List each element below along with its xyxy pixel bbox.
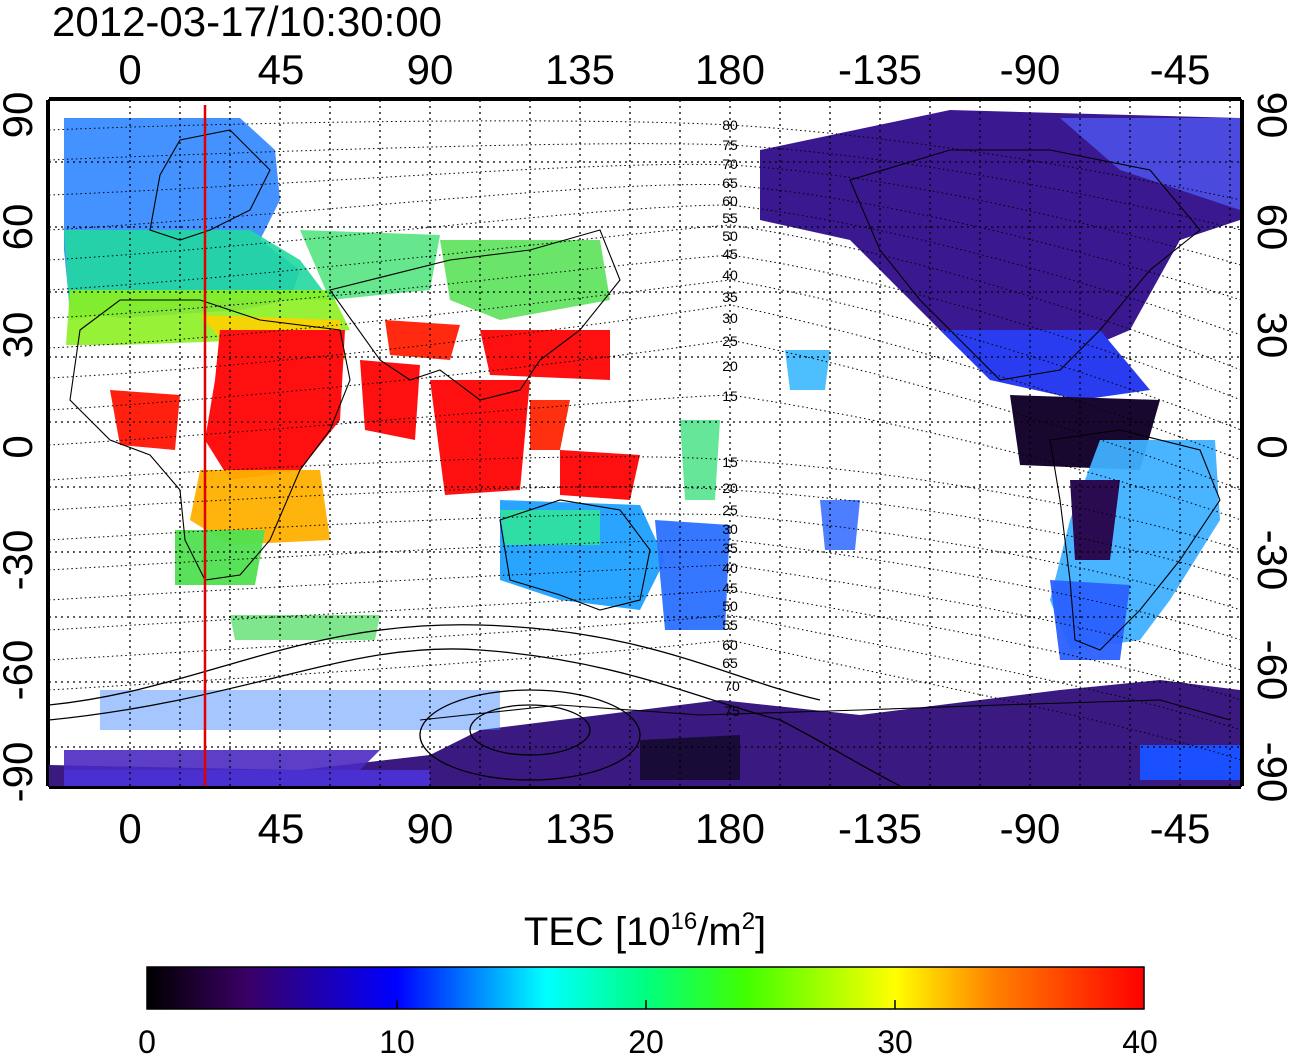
mlat-label: 60 <box>722 637 738 653</box>
top-axis-label: 0 <box>118 46 141 93</box>
frame-ticks <box>46 97 1244 789</box>
mlat-label: 70 <box>722 156 738 172</box>
bottom-axis-label: 135 <box>545 805 615 852</box>
bottom-axis-label: 90 <box>407 805 454 852</box>
mlat-label: 35 <box>722 540 738 556</box>
mlat-label: 30 <box>722 310 738 326</box>
colorbar-title-suffix: ] <box>755 910 766 954</box>
colorbar-title-unit: /m <box>697 910 741 954</box>
top-axis-label: 90 <box>407 46 454 93</box>
right-axis-label: -60 <box>1249 640 1292 701</box>
colorbar-tick: 40 <box>1122 1024 1158 1057</box>
colorbar-tick: 0 <box>138 1024 156 1057</box>
left-latitude-axis: 90 60 30 0 -30 -60 -90 <box>0 92 41 803</box>
mlat-label: 55 <box>722 617 738 633</box>
mlat-label: 45 <box>722 246 738 262</box>
left-axis-label: 0 <box>0 435 41 458</box>
bottom-axis-label: 0 <box>118 805 141 852</box>
right-axis-label: -90 <box>1249 742 1292 803</box>
bottom-axis-label: 180 <box>695 805 765 852</box>
mlat-label: 25 <box>722 502 738 518</box>
mlat-label: 75 <box>724 703 740 719</box>
right-axis-label: -30 <box>1249 530 1292 591</box>
colorbar-title-exponent: 16 <box>671 908 698 935</box>
mlat-label: 30 <box>722 521 738 537</box>
right-axis-label: 0 <box>1249 435 1292 458</box>
mlat-label: 20 <box>722 480 738 496</box>
right-axis-label: 60 <box>1249 204 1292 251</box>
map-plot-area: 80 75 70 65 60 55 50 45 40 35 30 25 20 1… <box>46 97 1244 789</box>
magnetic-latitude-contours <box>49 120 1241 761</box>
top-axis-label: -45 <box>1150 46 1211 93</box>
mlat-label: 15 <box>722 454 738 470</box>
right-axis-label: 30 <box>1249 312 1292 359</box>
mlat-label: 65 <box>722 175 738 191</box>
mlat-label: 15 <box>722 388 738 404</box>
magnetic-pole-contours <box>49 624 901 786</box>
mlat-label: 75 <box>722 137 738 153</box>
bottom-axis-label: 45 <box>258 805 305 852</box>
colorbar-tick: 30 <box>877 1024 913 1057</box>
left-axis-label: -60 <box>0 640 41 701</box>
mlat-label: 45 <box>722 580 738 596</box>
colorbar-title-prefix: TEC [10 <box>524 910 671 954</box>
mlat-label: 70 <box>724 678 740 694</box>
top-axis-label: 135 <box>545 46 615 93</box>
magnetic-latitude-labels: 80 75 70 65 60 55 50 45 40 35 30 25 20 1… <box>722 117 740 719</box>
graticule <box>49 100 1241 786</box>
mlat-label: 60 <box>722 193 738 209</box>
top-axis-label: 45 <box>258 46 305 93</box>
top-longitude-axis: 0 45 90 135 180 -135 -90 -45 <box>118 46 1210 93</box>
left-axis-label: -90 <box>0 742 41 803</box>
colorbar-title-exponent2: 2 <box>742 908 755 935</box>
mlat-label: 40 <box>722 560 738 576</box>
top-axis-label: -135 <box>838 46 922 93</box>
top-axis-label: -90 <box>1000 46 1061 93</box>
coastlines <box>69 129 1231 721</box>
right-latitude-axis: 90 60 30 0 -30 -60 -90 <box>1249 92 1292 803</box>
colorbar-tick: 10 <box>379 1024 415 1057</box>
tec-data-patches <box>49 110 1240 786</box>
bottom-axis-label: -135 <box>838 805 922 852</box>
top-axis-label: 180 <box>695 46 765 93</box>
mlat-label: 80 <box>722 117 738 133</box>
mlat-label: 25 <box>722 333 738 349</box>
bottom-longitude-axis: 0 45 90 135 180 -135 -90 -45 <box>118 805 1210 852</box>
mlat-label: 40 <box>722 267 738 283</box>
timestamp-title: 2012-03-17/10:30:00 <box>52 0 442 45</box>
colorbar-title: TEC [1016/m2] <box>524 908 766 954</box>
left-axis-label: 30 <box>0 312 41 359</box>
colorbar-tick: 20 <box>628 1024 664 1057</box>
colorbar-tick-labels: 0 10 20 30 40 <box>138 1024 1158 1057</box>
right-axis-label: 90 <box>1249 92 1292 139</box>
mlat-label: 50 <box>722 228 738 244</box>
mlat-label: 20 <box>722 358 738 374</box>
bottom-axis-label: -45 <box>1150 805 1211 852</box>
mlat-label: 50 <box>722 598 738 614</box>
bottom-axis-label: -90 <box>1000 805 1061 852</box>
left-axis-label: -30 <box>0 530 41 591</box>
mlat-label: 65 <box>722 655 738 671</box>
colorbar <box>146 966 1145 1010</box>
left-axis-label: 60 <box>0 204 41 251</box>
left-axis-label: 90 <box>0 92 41 139</box>
mlat-label: 35 <box>722 289 738 305</box>
mlat-label: 55 <box>722 210 738 226</box>
